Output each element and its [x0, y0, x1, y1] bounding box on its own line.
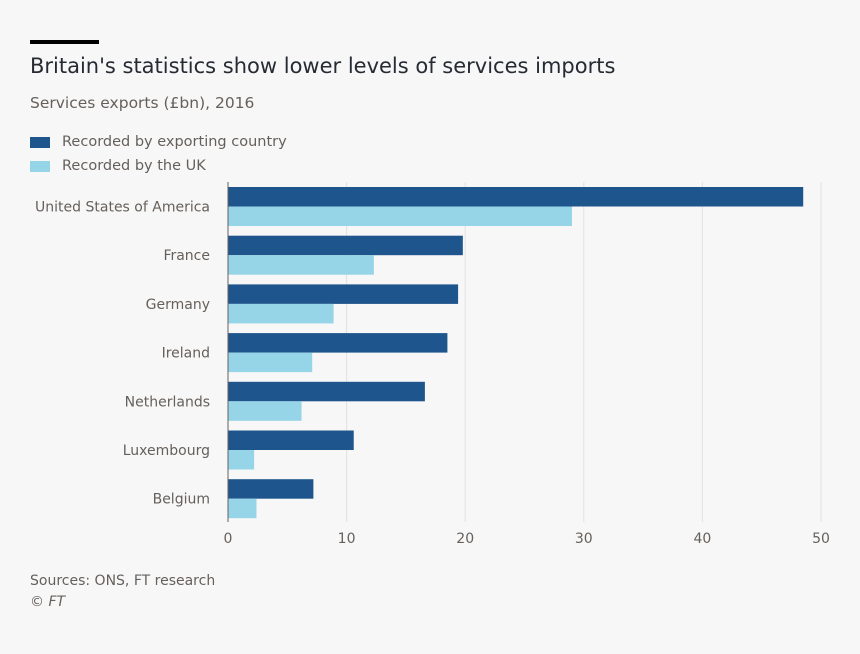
- chart-subtitle: Services exports (£bn), 2016: [30, 94, 255, 112]
- bar-belgium-uk: [228, 498, 257, 519]
- legend-label-exporting: Recorded by exporting country: [62, 134, 287, 150]
- category-label-france: France: [163, 248, 210, 264]
- bar-luxembourg-uk: [228, 450, 255, 470]
- bar-united-states-of-america-exporting: [228, 187, 804, 207]
- bar-netherlands-uk: [228, 401, 302, 421]
- x-tick-label-20: 20: [456, 531, 474, 547]
- bar-france-uk: [228, 255, 374, 275]
- category-label-luxembourg: Luxembourg: [123, 443, 210, 459]
- legend-item-uk: Recorded by the UK: [30, 154, 287, 178]
- x-tick-label-40: 40: [693, 531, 711, 547]
- legend-swatch-uk: [30, 160, 50, 172]
- bar-united-states-of-america-uk: [228, 206, 572, 226]
- category-label-united-states-of-america: United States of America: [35, 200, 210, 216]
- category-label-belgium: Belgium: [153, 492, 210, 508]
- bar-ireland-uk: [228, 352, 313, 373]
- x-tick-label-0: 0: [224, 531, 233, 547]
- bar-luxembourg-exporting: [228, 430, 354, 450]
- category-label-germany: Germany: [146, 297, 210, 313]
- category-labels: United States of America France Germany Ire…: [35, 200, 210, 508]
- x-axis-ticks: 0 10 20 30 40 50: [224, 531, 830, 547]
- legend-swatch-exporting: [30, 136, 50, 148]
- title-accent-bar: [30, 40, 99, 44]
- bar-france-exporting: [228, 235, 463, 256]
- category-label-netherlands: Netherlands: [125, 394, 210, 410]
- source-note: Sources: ONS, FT research: [30, 573, 216, 589]
- category-label-ireland: Ireland: [162, 346, 210, 362]
- x-tick-label-30: 30: [575, 531, 593, 547]
- bar-ireland-exporting: [228, 333, 448, 353]
- x-tick-label-10: 10: [338, 531, 356, 547]
- legend-label-uk: Recorded by the UK: [62, 158, 206, 174]
- bar-belgium-exporting: [228, 479, 314, 499]
- legend-item-exporting: Recorded by exporting country: [30, 130, 287, 154]
- bar-netherlands-exporting: [228, 381, 425, 402]
- x-tick-label-50: 50: [812, 531, 830, 547]
- chart-title: Britain's statistics show lower levels o…: [30, 54, 616, 78]
- bars: [227, 182, 804, 522]
- bar-germany-uk: [228, 303, 334, 324]
- copyright-note: © FT: [30, 594, 66, 610]
- legend: Recorded by exporting country Recorded b…: [30, 130, 287, 178]
- bar-germany-exporting: [228, 284, 459, 304]
